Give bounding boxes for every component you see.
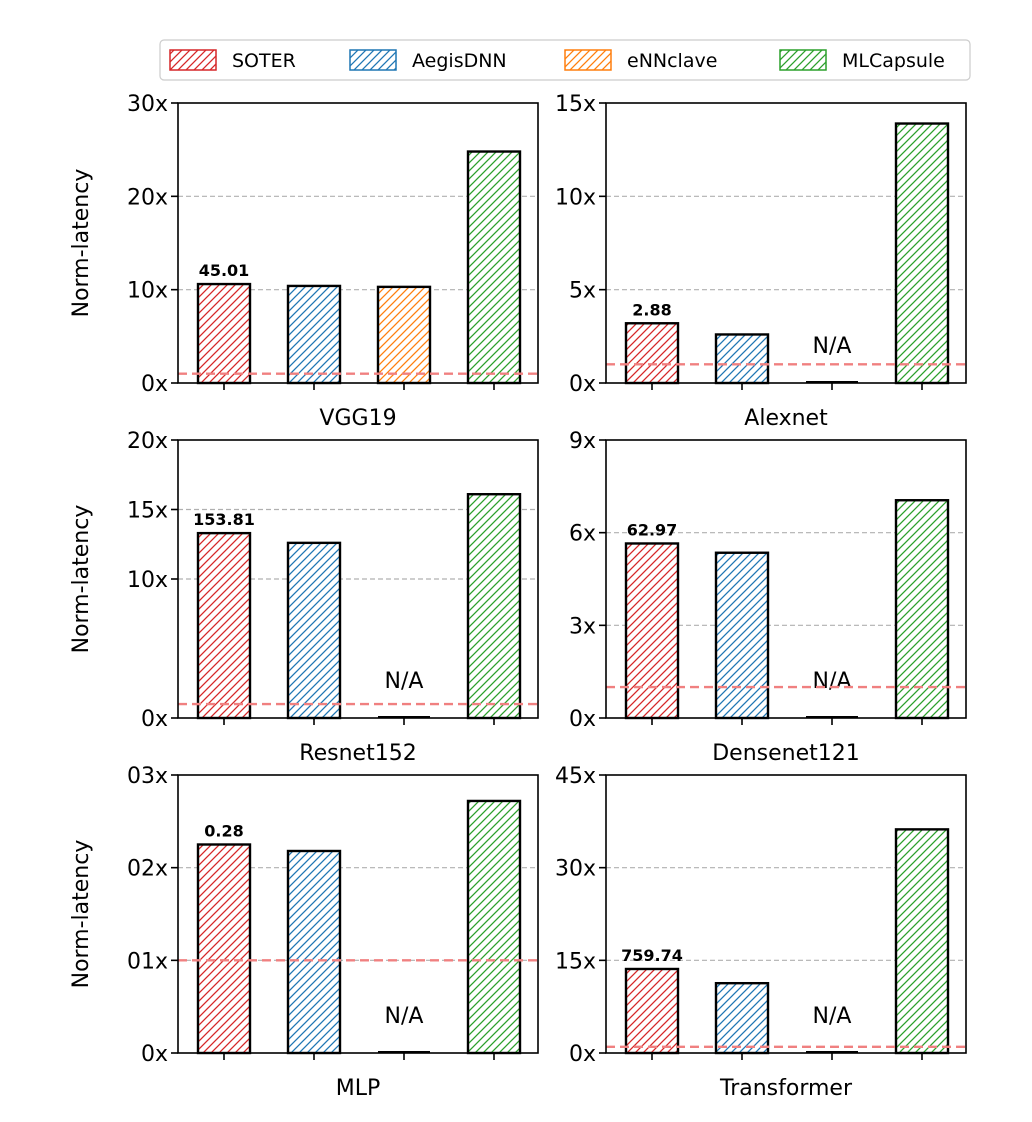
legend-label-ennclave: eNNclave (627, 50, 717, 72)
bar-mlcapsule (894, 499, 950, 720)
y-tick-label: 15x (555, 92, 596, 117)
bar-mlcapsule (466, 150, 522, 385)
y-tick-label: 15x (555, 949, 596, 974)
y-tick-label: 02x (127, 857, 168, 882)
bar-annotation: 0.28 (204, 822, 243, 841)
bar-aegisdnn (714, 981, 770, 1055)
y-tick-label: 0x (569, 372, 596, 397)
y-tick-label: 0x (569, 707, 596, 732)
y-tick-label: 20x (127, 429, 168, 454)
y-tick-label: 10x (555, 185, 596, 210)
bar-soter (196, 282, 252, 385)
panel-resnet152: N/A 153.81 0x 10x 15x 20x Resnet152 Norm-latenc… (69, 429, 539, 766)
panel-vgg19: 45.01 0x 10x 20x 30x VGG19 Norm-latency (69, 92, 539, 431)
y-tick-label: 0x (141, 372, 168, 397)
y-tick-label: 01x (127, 949, 168, 974)
legend-swatch-mlcapsule (779, 49, 827, 71)
bar-soter (624, 322, 680, 385)
bar-soter (624, 542, 680, 720)
legend-swatch-aegisdnn (349, 49, 397, 71)
bar-mlcapsule (466, 799, 522, 1055)
bar-ennclave (376, 285, 432, 385)
x-axis-label: Transformer (719, 1076, 853, 1101)
legend-item-soter: SOTER (169, 49, 296, 72)
y-tick-label: 0x (141, 707, 168, 732)
panel-mlp: N/A 0.28 0x 01x 02x 03x MLP Norm-latency (69, 764, 539, 1101)
y-tick-label: 45x (555, 764, 596, 789)
na-label: N/A (385, 1004, 424, 1029)
y-tick-label: 10x (127, 568, 168, 593)
panel-densenet121: N/A 62.97 0x 3x 6x 9x Densenet121 (569, 429, 967, 766)
bar-soter (196, 531, 252, 720)
na-label: N/A (385, 669, 424, 694)
x-axis-label: Alexnet (744, 406, 828, 431)
y-tick-label: 6x (569, 522, 596, 547)
panel-alexnet: N/A 2.88 0x 5x 10x 15x Alexnet (555, 92, 967, 431)
y-axis-label: Norm-latency (69, 505, 94, 654)
legend-swatch-ennclave (564, 49, 612, 71)
y-tick-label: 30x (127, 92, 168, 117)
bar-annotation: 62.97 (627, 520, 678, 539)
bar-aegisdnn (286, 284, 342, 385)
x-axis-label: MLP (336, 1076, 381, 1101)
y-tick-label: 15x (127, 499, 168, 524)
panels: 45.01 0x 10x 20x 30x VGG19 Norm-latency N/A 2.88… (69, 92, 967, 1101)
bar-annotation: 2.88 (632, 300, 671, 319)
bar-aegisdnn (286, 541, 342, 720)
bar-aegisdnn (286, 849, 342, 1055)
axes-frame (177, 102, 539, 384)
y-axis-label: Norm-latency (69, 169, 94, 318)
y-tick-label: 10x (127, 279, 168, 304)
legend-item-mlcapsule: MLCapsule (779, 49, 945, 72)
na-label: N/A (813, 669, 852, 694)
bar-mlcapsule (894, 828, 950, 1055)
axes-frame (605, 102, 967, 384)
na-label: N/A (813, 334, 852, 359)
bar-soter (624, 967, 680, 1055)
y-tick-label: 3x (569, 614, 596, 639)
y-axis-label: Norm-latency (69, 840, 94, 989)
panel-transformer: N/A 759.74 0x 15x 30x 45x Transformer (555, 764, 967, 1101)
legend-item-ennclave: eNNclave (564, 49, 717, 72)
x-axis-label: Densenet121 (712, 741, 860, 766)
bar-annotation: 153.81 (193, 510, 255, 529)
axes-frame (177, 774, 539, 1054)
x-axis-label: Resnet152 (299, 741, 416, 766)
legend-label-soter: SOTER (232, 50, 296, 72)
y-tick-label: 0x (569, 1042, 596, 1067)
legend-label-mlcapsule: MLCapsule (842, 50, 945, 72)
na-label: N/A (813, 1004, 852, 1029)
y-tick-label: 9x (569, 429, 596, 454)
bar-mlcapsule (894, 122, 950, 385)
y-tick-label: 30x (555, 857, 596, 882)
y-tick-label: 5x (569, 279, 596, 304)
legend-item-aegisdnn: AegisDNN (349, 49, 507, 72)
bar-aegisdnn (714, 333, 770, 385)
bar-annotation: 759.74 (621, 946, 683, 965)
y-tick-label: 03x (127, 764, 168, 789)
bar-aegisdnn (714, 551, 770, 720)
legend-label-aegisdnn: AegisDNN (412, 50, 507, 72)
y-tick-label: 20x (127, 185, 168, 210)
x-axis-label: VGG19 (319, 406, 396, 431)
bar-mlcapsule (466, 493, 522, 720)
y-tick-label: 0x (141, 1042, 168, 1067)
bar-soter (196, 843, 252, 1055)
legend-swatch-soter (169, 49, 217, 71)
axes-frame (605, 774, 967, 1054)
bar-annotation: 45.01 (199, 261, 250, 280)
axes-frame (605, 439, 967, 719)
legend: SOTER AegisDNN eNNclave MLCapsule (159, 39, 971, 81)
